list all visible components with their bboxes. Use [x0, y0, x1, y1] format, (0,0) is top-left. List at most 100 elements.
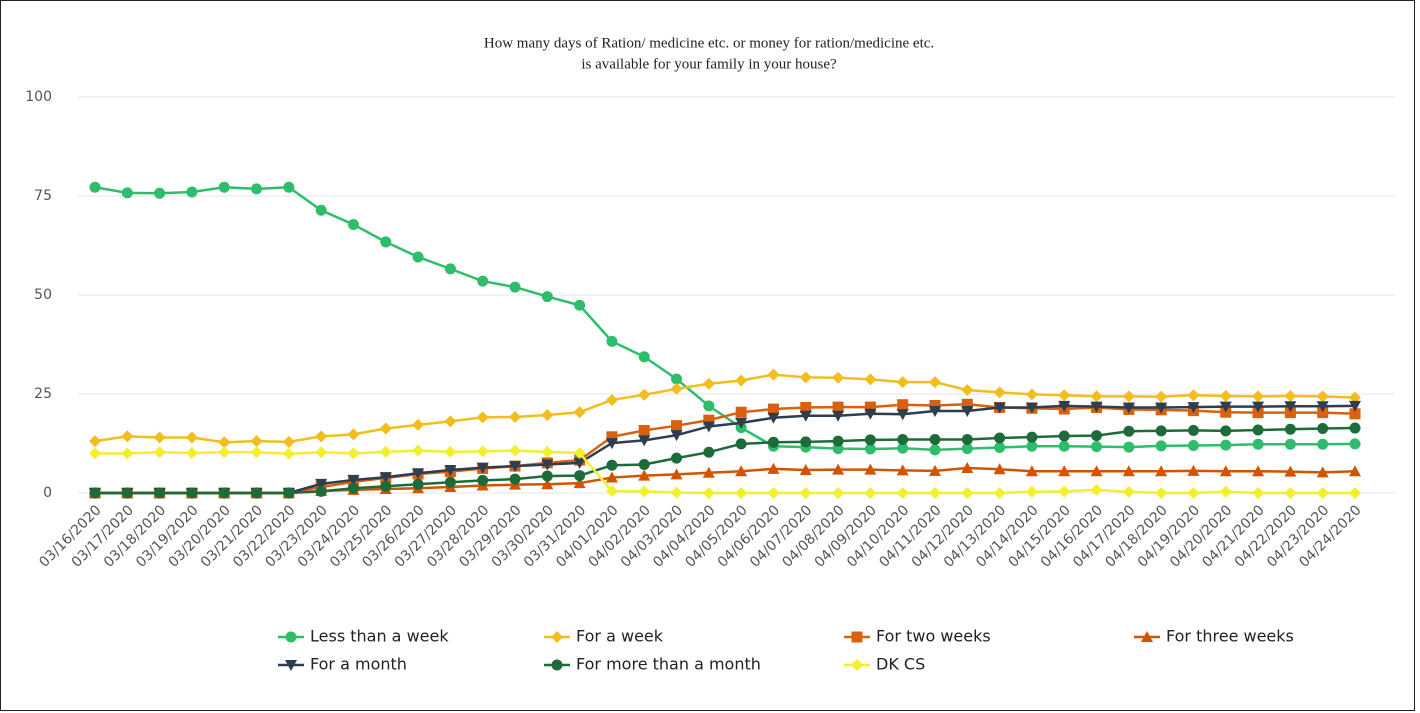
marker — [121, 487, 133, 499]
marker — [767, 487, 780, 499]
legend-marker — [551, 631, 563, 643]
marker — [605, 471, 618, 483]
marker — [929, 399, 941, 411]
marker — [605, 393, 618, 406]
marker — [218, 446, 231, 459]
legend-marker — [285, 660, 297, 671]
marker — [1284, 401, 1297, 413]
marker — [864, 373, 877, 386]
marker — [961, 462, 974, 474]
marker — [832, 435, 844, 447]
marker — [476, 411, 489, 424]
marker — [994, 432, 1006, 444]
marker — [1284, 438, 1296, 450]
marker — [1252, 390, 1265, 403]
legend-marker — [285, 631, 297, 643]
marker — [1349, 408, 1361, 420]
marker — [541, 459, 554, 471]
marker — [994, 441, 1006, 453]
marker — [1349, 422, 1361, 434]
marker — [864, 401, 876, 413]
marker — [89, 435, 101, 448]
marker — [1058, 400, 1071, 412]
marker — [444, 445, 457, 458]
marker — [347, 447, 360, 460]
legend-marker — [851, 631, 863, 643]
marker — [251, 183, 263, 195]
marker — [606, 459, 618, 471]
marker — [1187, 402, 1200, 414]
marker — [864, 463, 877, 475]
line — [95, 426, 1356, 495]
marker — [1091, 430, 1103, 442]
marker — [1252, 401, 1265, 413]
marker — [735, 406, 747, 418]
marker — [541, 445, 554, 458]
marker — [1187, 439, 1199, 451]
marker — [670, 468, 683, 480]
marker — [412, 444, 425, 457]
marker — [703, 446, 715, 458]
marker — [1025, 465, 1038, 477]
marker — [1090, 401, 1103, 413]
marker — [897, 399, 909, 411]
legend-label: DK CS — [876, 655, 925, 674]
legend-label: Less than a week — [310, 627, 449, 646]
marker — [961, 487, 974, 499]
marker — [1187, 389, 1200, 402]
marker — [379, 422, 392, 435]
marker — [315, 446, 328, 459]
marker — [1090, 465, 1103, 477]
marker — [1316, 487, 1329, 499]
marker — [896, 409, 909, 421]
marker — [1122, 390, 1135, 403]
marker — [1155, 402, 1168, 414]
marker — [1187, 424, 1199, 436]
chart-title: How many days of Ration/ medicine etc. o… — [484, 35, 934, 51]
marker — [1122, 402, 1135, 414]
chart-subtitle: is available for your family in your hou… — [581, 56, 837, 72]
marker — [638, 485, 651, 498]
marker — [1220, 425, 1232, 437]
marker — [638, 469, 651, 481]
marker — [282, 447, 295, 460]
marker — [1155, 390, 1168, 403]
marker — [961, 384, 974, 397]
marker — [703, 400, 715, 412]
marker — [1123, 441, 1135, 453]
marker — [767, 368, 780, 381]
marker — [702, 487, 715, 499]
marker — [315, 204, 327, 216]
marker — [606, 335, 618, 347]
marker — [1155, 440, 1167, 452]
marker — [929, 444, 941, 456]
marker — [1220, 439, 1232, 451]
marker — [638, 458, 650, 470]
marker — [1091, 441, 1103, 453]
marker — [1025, 485, 1038, 498]
marker — [89, 181, 101, 193]
marker — [250, 435, 263, 448]
marker — [444, 415, 457, 428]
marker — [961, 434, 973, 446]
legend-marker — [551, 659, 563, 671]
marker — [832, 443, 844, 455]
marker — [1058, 440, 1070, 452]
y-tick-label: 25 — [34, 386, 52, 402]
marker — [315, 478, 328, 490]
marker — [767, 403, 779, 415]
marker — [896, 487, 909, 499]
marker — [315, 430, 328, 443]
marker — [573, 406, 586, 419]
marker — [1317, 438, 1329, 450]
marker — [896, 376, 909, 389]
marker — [509, 461, 521, 473]
y-tick-label: 50 — [34, 287, 52, 303]
legend-label: For a month — [310, 655, 407, 674]
marker — [1317, 422, 1329, 434]
marker — [671, 420, 683, 432]
marker — [347, 219, 359, 231]
marker — [185, 447, 198, 460]
marker — [896, 464, 909, 476]
marker — [1219, 389, 1232, 402]
